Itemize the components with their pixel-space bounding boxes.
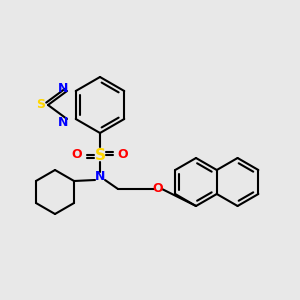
Text: N: N [58, 116, 68, 128]
Text: N: N [95, 170, 105, 184]
Text: N: N [58, 82, 68, 94]
Text: O: O [118, 148, 128, 161]
Text: O: O [153, 182, 163, 196]
Text: O: O [72, 148, 82, 161]
Text: S: S [94, 148, 106, 163]
Text: S: S [37, 98, 46, 112]
